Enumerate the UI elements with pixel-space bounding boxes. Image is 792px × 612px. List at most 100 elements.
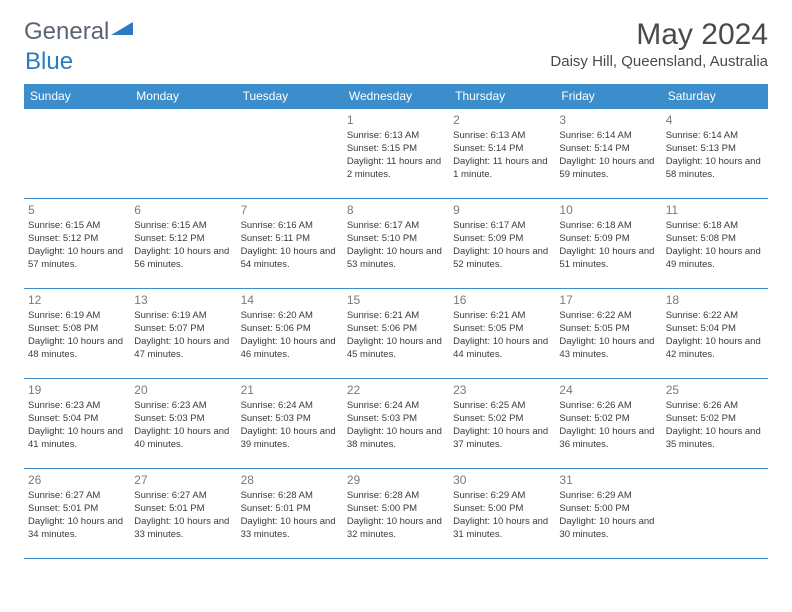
sunset-text: Sunset: 5:05 PM — [559, 323, 657, 336]
daylight-text: Daylight: 10 hours and 45 minutes. — [347, 336, 445, 362]
sunset-text: Sunset: 5:06 PM — [241, 323, 339, 336]
day-number: 27 — [134, 472, 232, 488]
day-number: 7 — [241, 202, 339, 218]
sunrise-text: Sunrise: 6:14 AM — [666, 130, 764, 143]
sunrise-text: Sunrise: 6:26 AM — [666, 400, 764, 413]
calendar-day-cell — [237, 109, 343, 199]
daylight-text: Daylight: 10 hours and 30 minutes. — [559, 516, 657, 542]
day-number: 29 — [347, 472, 445, 488]
daylight-text: Daylight: 10 hours and 41 minutes. — [28, 426, 126, 452]
sunset-text: Sunset: 5:13 PM — [666, 143, 764, 156]
daylight-text: Daylight: 10 hours and 40 minutes. — [134, 426, 232, 452]
daylight-text: Daylight: 10 hours and 35 minutes. — [666, 426, 764, 452]
calendar-day-cell: 23Sunrise: 6:25 AMSunset: 5:02 PMDayligh… — [449, 379, 555, 469]
sunrise-text: Sunrise: 6:14 AM — [559, 130, 657, 143]
brand-text-1: General — [24, 18, 109, 46]
sunset-text: Sunset: 5:06 PM — [347, 323, 445, 336]
calendar-day-cell: 13Sunrise: 6:19 AMSunset: 5:07 PMDayligh… — [130, 289, 236, 379]
day-number: 30 — [453, 472, 551, 488]
sunrise-text: Sunrise: 6:18 AM — [666, 220, 764, 233]
daylight-text: Daylight: 10 hours and 59 minutes. — [559, 156, 657, 182]
sunset-text: Sunset: 5:01 PM — [241, 503, 339, 516]
calendar-day-cell: 1Sunrise: 6:13 AMSunset: 5:15 PMDaylight… — [343, 109, 449, 199]
sunset-text: Sunset: 5:04 PM — [28, 413, 126, 426]
day-number: 4 — [666, 112, 764, 128]
sunrise-text: Sunrise: 6:24 AM — [347, 400, 445, 413]
sunrise-text: Sunrise: 6:28 AM — [241, 490, 339, 503]
daylight-text: Daylight: 10 hours and 54 minutes. — [241, 246, 339, 272]
daylight-text: Daylight: 11 hours and 2 minutes. — [347, 156, 445, 182]
day-number: 26 — [28, 472, 126, 488]
calendar-table: Sunday Monday Tuesday Wednesday Thursday… — [24, 84, 768, 559]
sunset-text: Sunset: 5:15 PM — [347, 143, 445, 156]
calendar-day-cell: 10Sunrise: 6:18 AMSunset: 5:09 PMDayligh… — [555, 199, 661, 289]
calendar-day-cell — [662, 469, 768, 559]
sunrise-text: Sunrise: 6:22 AM — [559, 310, 657, 323]
daylight-text: Daylight: 10 hours and 32 minutes. — [347, 516, 445, 542]
sunset-text: Sunset: 5:12 PM — [28, 233, 126, 246]
daylight-text: Daylight: 10 hours and 39 minutes. — [241, 426, 339, 452]
weekday-header: Wednesday — [343, 84, 449, 109]
calendar-day-cell: 9Sunrise: 6:17 AMSunset: 5:09 PMDaylight… — [449, 199, 555, 289]
calendar-day-cell: 20Sunrise: 6:23 AMSunset: 5:03 PMDayligh… — [130, 379, 236, 469]
sunrise-text: Sunrise: 6:29 AM — [453, 490, 551, 503]
calendar-week-row: 26 Sunrise: 6:27 AM Sunset: 5:01 PM Dayligh… — [24, 469, 768, 559]
calendar-week-row: 5Sunrise: 6:15 AMSunset: 5:12 PMDaylight… — [24, 199, 768, 289]
day-number: 25 — [666, 382, 764, 398]
daylight-text: Daylight: 10 hours and 58 minutes. — [666, 156, 764, 182]
sunset-text: Sunset: 5:08 PM — [666, 233, 764, 246]
daylight-text: Daylight: 10 hours and 57 minutes. — [28, 246, 126, 272]
weekday-header-row: Sunday Monday Tuesday Wednesday Thursday… — [24, 84, 768, 109]
daylight-text: Daylight: 10 hours and 43 minutes. — [559, 336, 657, 362]
calendar-day-cell: 15Sunrise: 6:21 AMSunset: 5:06 PMDayligh… — [343, 289, 449, 379]
sunset-text: Sunset: 5:02 PM — [453, 413, 551, 426]
sunrise-text: Sunrise: 6:13 AM — [453, 130, 551, 143]
sunset-text: Sunset: 5:08 PM — [28, 323, 126, 336]
calendar-day-cell: 30 Sunrise: 6:29 AMSunset: 5:00 PMDayligh… — [449, 469, 555, 559]
day-number: 10 — [559, 202, 657, 218]
brand-triangle-icon — [111, 17, 133, 35]
sunset-text: Sunset: 5:07 PM — [134, 323, 232, 336]
calendar-day-cell — [130, 109, 236, 199]
calendar-week-row: 1Sunrise: 6:13 AMSunset: 5:15 PMDaylight… — [24, 109, 768, 199]
sunset-text: Sunset: 5:03 PM — [241, 413, 339, 426]
calendar-day-cell: 17Sunrise: 6:22 AMSunset: 5:05 PMDayligh… — [555, 289, 661, 379]
daylight-text: Daylight: 10 hours and 52 minutes. — [453, 246, 551, 272]
calendar-day-cell: 18Sunrise: 6:22 AMSunset: 5:04 PMDayligh… — [662, 289, 768, 379]
calendar-day-cell: 26Sunrise: 6:27 AMSunset: 5:01 PMDayligh… — [24, 469, 130, 559]
daylight-text: Daylight: 10 hours and 31 minutes. — [453, 516, 551, 542]
location-text: Daisy Hill, Queensland, Australia — [550, 53, 768, 70]
sunset-text: Sunset: 5:12 PM — [134, 233, 232, 246]
sunset-text: Sunset: 5:01 PM — [134, 503, 232, 516]
calendar-week-row: 19Sunrise: 6:23 AMSunset: 5:04 PMDayligh… — [24, 379, 768, 469]
sunrise-text: Sunrise: 6:15 AM — [134, 220, 232, 233]
calendar-day-cell: 5Sunrise: 6:15 AMSunset: 5:12 PMDaylight… — [24, 199, 130, 289]
sunset-text: Sunset: 5:00 PM — [347, 503, 445, 516]
day-number: 12 — [28, 292, 126, 308]
calendar-page: General May 2024 Daisy Hill, Queensland,… — [0, 0, 792, 559]
calendar-day-cell: 7 Sunrise: 6:16 AMSunset: 5:11 PMDaylight… — [237, 199, 343, 289]
sunset-text: Sunset: 5:03 PM — [347, 413, 445, 426]
day-number: 16 — [453, 292, 551, 308]
weekday-header: Sunday — [24, 84, 130, 109]
sunset-text: Sunset: 5:11 PM — [241, 233, 339, 246]
daylight-text: Daylight: 10 hours and 49 minutes. — [666, 246, 764, 272]
day-number: 24 — [559, 382, 657, 398]
sunrise-text: Sunrise: 6:29 AM — [559, 490, 657, 503]
sunrise-text: Sunrise: 6:16 AM — [241, 220, 339, 233]
title-block: May 2024 Daisy Hill, Queensland, Austral… — [550, 18, 768, 70]
daylight-text: Daylight: 10 hours and 38 minutes. — [347, 426, 445, 452]
sunrise-text: Sunrise: 6:23 AM — [134, 400, 232, 413]
sunrise-text: Sunrise: 6:27 AM — [28, 490, 126, 503]
brand-logo: General — [24, 18, 133, 46]
daylight-text: Daylight: 10 hours and 51 minutes. — [559, 246, 657, 272]
calendar-day-cell: 6Sunrise: 6:15 AMSunset: 5:12 PMDaylight… — [130, 199, 236, 289]
daylight-text: Daylight: 10 hours and 56 minutes. — [134, 246, 232, 272]
sunrise-text: Sunrise: 6:20 AM — [241, 310, 339, 323]
sunset-text: Sunset: 5:00 PM — [453, 503, 551, 516]
day-number: 9 — [453, 202, 551, 218]
calendar-day-cell: 11Sunrise: 6:18 AMSunset: 5:08 PMDayligh… — [662, 199, 768, 289]
calendar-day-cell: 8Sunrise: 6:17 AMSunset: 5:10 PMDaylight… — [343, 199, 449, 289]
daylight-text: Daylight: 11 hours and 1 minute. — [453, 156, 551, 182]
sunrise-text: Sunrise: 6:15 AM — [28, 220, 126, 233]
